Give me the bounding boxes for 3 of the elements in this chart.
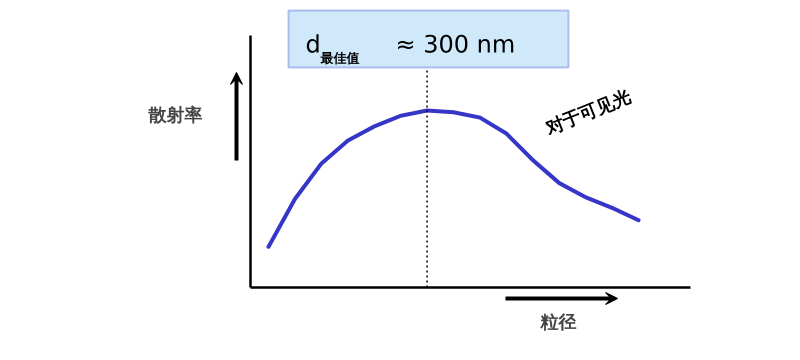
x-axis-title: 粒径 — [540, 312, 576, 333]
annotation: 对于可见光 — [542, 86, 634, 140]
y-axis-title: 散射率 — [148, 105, 202, 126]
